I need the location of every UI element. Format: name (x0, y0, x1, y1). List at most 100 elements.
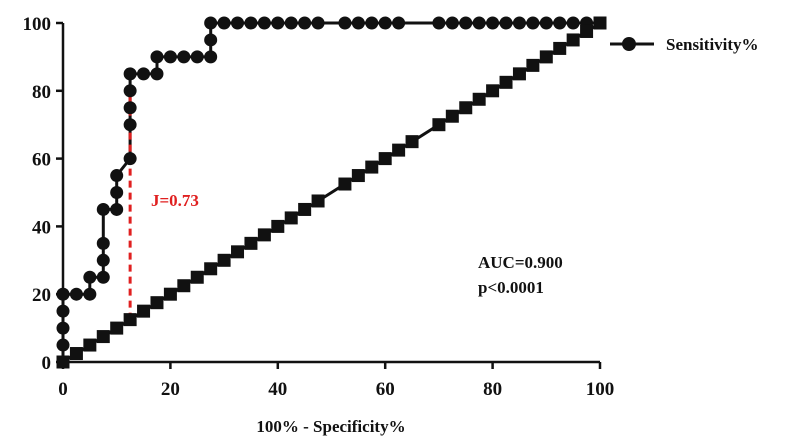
reference-point-marker (190, 270, 204, 284)
roc-point-marker (284, 16, 298, 30)
reference-point-marker (486, 84, 500, 98)
reference-point-marker (593, 16, 607, 30)
roc-point-marker (96, 270, 110, 284)
x-tick-label: 20 (161, 379, 180, 400)
roc-point-marker (163, 50, 177, 64)
roc-point-marker (204, 50, 218, 64)
roc-point-marker (526, 16, 540, 30)
reference-point-marker (83, 338, 97, 352)
legend-label-sensitivity: Sensitivity% (666, 35, 759, 54)
legend: Sensitivity% (610, 35, 759, 54)
reference-point-marker (204, 262, 218, 276)
roc-point-marker (486, 16, 500, 30)
roc-point-marker (123, 84, 137, 98)
roc-point-marker (512, 16, 526, 30)
reference-point-marker (338, 177, 352, 191)
x-axis-label: 100% - Specificity% (256, 417, 405, 436)
x-tick-label: 100 (586, 379, 615, 400)
y-tick-label: 80 (32, 82, 51, 103)
reference-point-marker (499, 75, 513, 89)
roc-point-marker (83, 287, 97, 301)
roc-point-marker (351, 16, 365, 30)
reference-point-marker (378, 152, 392, 166)
roc-point-marker (566, 16, 580, 30)
reference-point-marker (405, 135, 419, 149)
roc-point-marker (257, 16, 271, 30)
reference-point-marker (137, 304, 151, 318)
roc-point-marker (338, 16, 352, 30)
y-tick-label: 20 (32, 285, 51, 306)
roc-point-marker (56, 321, 70, 335)
auc-annotation: AUC=0.900 (478, 253, 563, 272)
roc-point-marker (231, 16, 245, 30)
reference-point-marker (217, 253, 231, 267)
roc-point-marker (56, 287, 70, 301)
reference-point-marker (284, 211, 298, 225)
reference-point-marker (110, 321, 124, 335)
roc-point-marker (445, 16, 459, 30)
roc-point-marker (177, 50, 191, 64)
youden-label: J=0.73 (151, 191, 199, 210)
y-tick-label: 100 (23, 14, 52, 35)
roc-point-marker (137, 67, 151, 81)
roc-point-marker (96, 202, 110, 216)
roc-point-marker (298, 16, 312, 30)
roc-point-marker (311, 16, 325, 30)
y-tick-label: 60 (32, 150, 51, 171)
reference-point-marker (566, 33, 580, 47)
reference-point-marker (553, 41, 567, 55)
roc-point-marker (150, 67, 164, 81)
reference-point-marker (539, 50, 553, 64)
reference-point-marker (432, 118, 446, 132)
reference-point-marker (365, 160, 379, 174)
roc-point-marker (110, 186, 124, 199)
roc-point-marker (69, 287, 83, 301)
reference-point-marker (150, 296, 164, 310)
roc-point-marker (83, 270, 97, 284)
reference-point-marker (56, 355, 70, 369)
reference-point-marker (351, 169, 365, 183)
roc-point-marker (150, 50, 164, 64)
roc-point-marker (123, 67, 137, 81)
roc-point-marker (378, 16, 392, 30)
y-tick-label: 0 (42, 353, 52, 374)
reference-point-marker (257, 228, 271, 242)
roc-point-marker (204, 16, 218, 30)
reference-point-marker (177, 279, 191, 293)
roc-point-marker (553, 16, 567, 30)
legend-circle-marker (622, 37, 636, 51)
roc-point-marker (365, 16, 379, 30)
reference-point-marker (580, 24, 594, 38)
reference-point-marker (231, 245, 245, 259)
roc-point-marker (539, 16, 553, 30)
reference-point-marker (526, 58, 540, 72)
reference-point-marker (123, 313, 137, 327)
roc-point-marker (432, 16, 446, 30)
roc-point-marker (472, 16, 486, 30)
reference-point-marker (512, 67, 526, 81)
y-tick-labels: 0 20 40 60 80 100 (23, 14, 52, 374)
x-tick-label: 0 (58, 379, 68, 400)
reference-point-marker (96, 330, 110, 344)
roc-point-marker (123, 101, 137, 115)
series-markers (56, 16, 607, 369)
reference-point-marker (445, 109, 459, 123)
roc-point-marker (244, 16, 258, 30)
roc-point-marker (110, 169, 124, 183)
roc-point-marker (56, 304, 70, 318)
roc-point-marker (217, 16, 231, 30)
reference-point-marker (271, 219, 285, 233)
reference-point-marker (311, 194, 325, 208)
x-tick-labels: 0 20 40 60 80 100 (58, 379, 614, 400)
reference-point-marker (244, 236, 258, 250)
reference-point-marker (392, 143, 406, 157)
x-tick-label: 40 (268, 379, 287, 400)
roc-point-marker (110, 202, 124, 216)
roc-point-marker (96, 253, 110, 267)
roc-point-marker (123, 118, 137, 132)
roc-point-marker (459, 16, 473, 30)
x-tick-label: 60 (376, 379, 395, 400)
roc-point-marker (392, 16, 406, 30)
roc-point-marker (499, 16, 513, 30)
